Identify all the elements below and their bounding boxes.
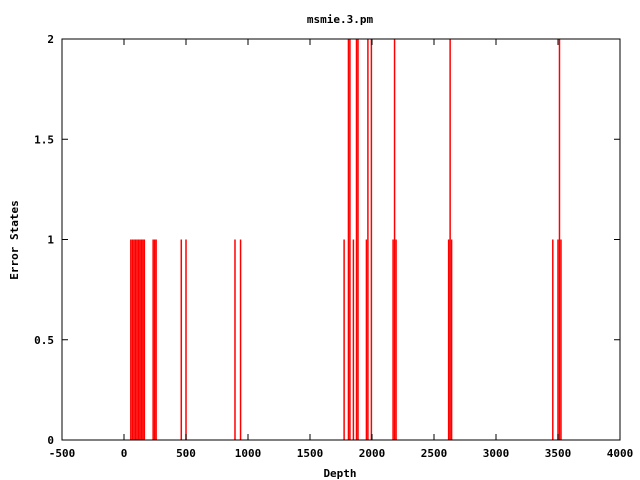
bar [152,239,154,440]
bar [447,239,450,440]
bar [136,239,138,440]
bar [155,239,157,440]
bar [367,39,369,440]
x-tick-label: 2000 [359,447,386,460]
bar [131,239,134,440]
bar [133,239,135,440]
y-tick-label: 1 [47,234,54,247]
y-tick-label: 1.5 [34,133,54,146]
x-tick-label: 500 [176,447,196,460]
y-tick-label: 2 [47,33,54,46]
bar [140,239,143,440]
x-tick-label: -500 [49,447,76,460]
x-axis-ticks: -500 0 500 1000 1500 2000 2500 3000 3500 4000 [49,39,634,460]
bar [239,239,242,440]
y-axis-ticks: 0 0.5 1 1.5 2 [34,33,620,447]
bar [180,239,183,440]
x-tick-label: 4000 [607,447,634,460]
y-tick-label: 0.5 [34,334,54,347]
plot-frame [61,38,621,441]
bars-group [130,39,562,440]
bar [153,239,156,440]
bar [139,239,141,440]
bar [349,39,351,440]
bar [395,239,397,440]
y-axis-title: Error States [8,200,21,279]
bar [450,239,453,440]
bar [392,239,394,440]
bar [357,39,359,440]
bar [370,39,373,440]
x-tick-label: 1500 [297,447,324,460]
bar [355,39,358,440]
bar [343,239,345,440]
bar [143,239,146,440]
bar [557,239,559,440]
x-tick-label: 1000 [235,447,262,460]
bar [234,239,236,440]
bar [134,239,137,440]
bar [558,39,561,440]
x-tick-label: 3000 [483,447,510,460]
bar [347,39,350,440]
bar [449,39,451,440]
y-tick-label: 0 [47,434,54,447]
x-tick-label: 2500 [421,447,448,460]
x-axis-title: Depth [323,467,356,480]
bar [352,239,355,440]
bar [560,239,562,440]
bar [393,39,396,440]
bar [137,239,140,440]
bar [552,239,554,440]
bar [365,239,368,440]
chart-title: msmie.3.pm [307,13,374,26]
x-tick-label: 0 [121,447,128,460]
x-tick-label: 3500 [545,447,572,460]
bar [142,239,144,440]
bar [185,239,187,440]
bar [130,239,132,440]
